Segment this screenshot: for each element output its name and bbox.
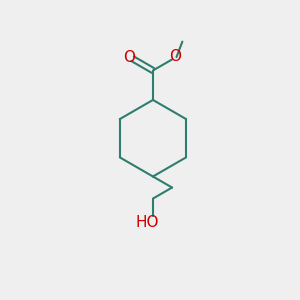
Text: O: O (169, 49, 181, 64)
Text: HO: HO (136, 214, 159, 230)
Text: O: O (123, 50, 135, 65)
